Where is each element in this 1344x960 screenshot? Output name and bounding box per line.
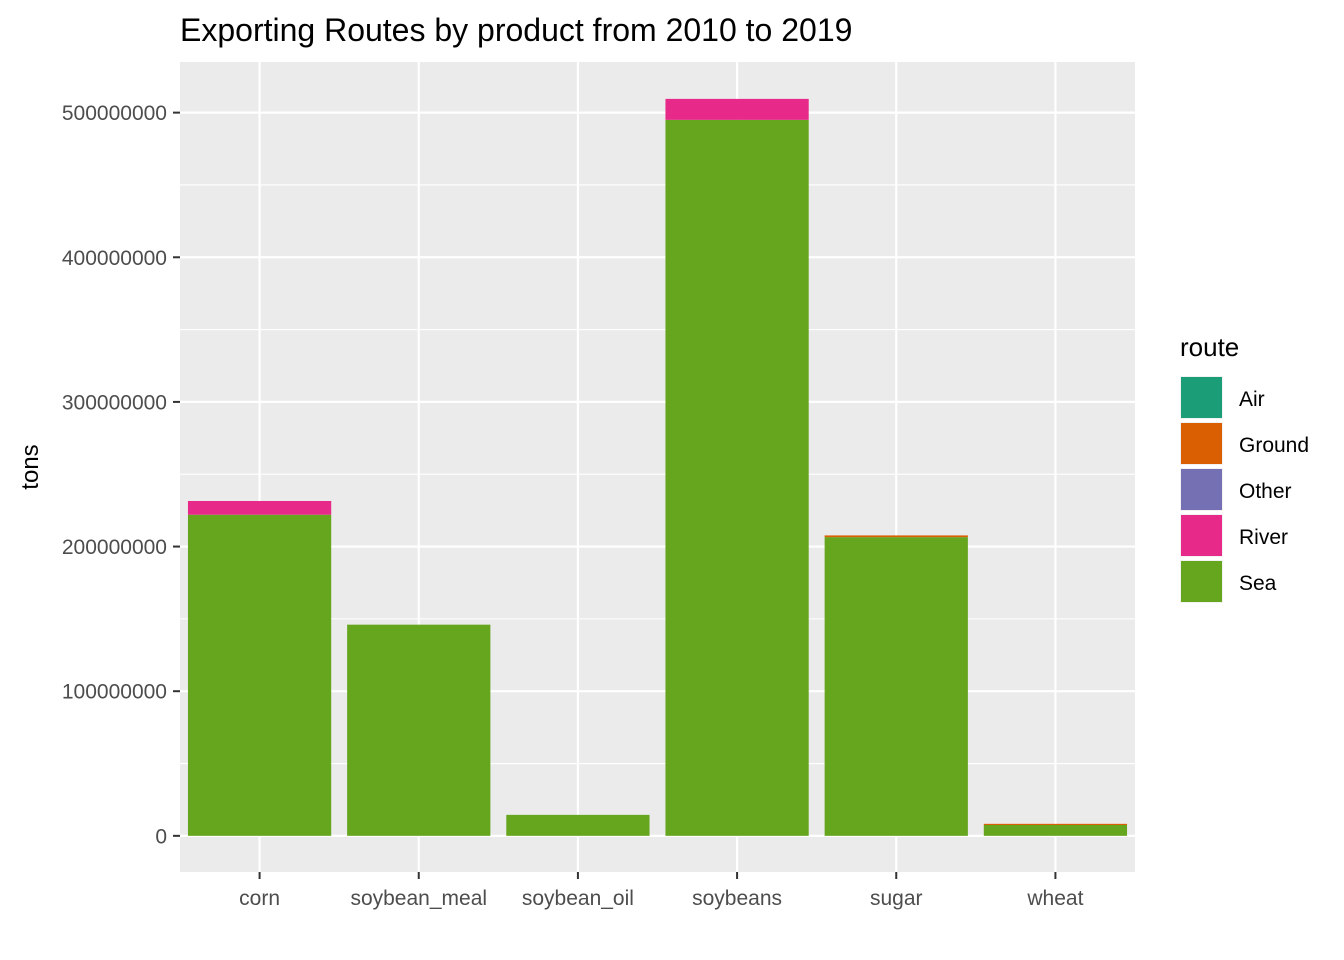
x-tick-label-corn: corn [239, 887, 280, 910]
legend-title: route [1180, 332, 1239, 362]
legend-label-river: River [1239, 526, 1288, 549]
plot-panel [180, 62, 1135, 872]
y-tick-label: 100000000 [62, 681, 167, 704]
legend-swatch-sea [1181, 561, 1222, 602]
legend: route Air Ground Other River Sea [1180, 332, 1309, 603]
x-tick-label-soybeans: soybeans [692, 887, 782, 910]
bar-soybean_meal-sea [347, 624, 491, 836]
y-tick-label: 400000000 [62, 247, 167, 270]
chart-title: Exporting Routes by product from 2010 to… [180, 12, 852, 48]
legend-label-ground: Ground [1239, 434, 1309, 457]
bar-sugar-sea [824, 537, 968, 836]
legend-swatch-other [1181, 469, 1222, 510]
bar-soybeans-sea [665, 119, 809, 836]
minor-gridlines [180, 184, 1135, 765]
y-tick-label: 300000000 [62, 391, 167, 414]
bar-corn-sea [187, 514, 332, 836]
bars [187, 98, 1128, 836]
legend-swatch-river [1181, 515, 1222, 556]
legend-swatch-air [1181, 377, 1222, 418]
legend-label-sea: Sea [1239, 572, 1277, 595]
x-tick-label-wheat: wheat [1026, 887, 1083, 910]
x-axis: corn soybean_meal soybean_oil soybeans sugar… [239, 872, 1084, 910]
bar-sugar-ground [824, 535, 968, 538]
legend-label-other: Other [1239, 480, 1292, 503]
legend-swatch-ground [1181, 423, 1222, 464]
y-tick-label: 500000000 [62, 102, 167, 125]
bar-soybean_oil-sea [506, 814, 650, 836]
bar-wheat-ground [983, 823, 1128, 825]
bar-corn-river [187, 500, 332, 515]
y-axis: 0 100000000 200000000 300000000 400000000 500… [62, 102, 180, 848]
bar-soybeans-river [665, 98, 809, 120]
y-tick-label: 0 [155, 825, 167, 848]
bar-wheat-sea [983, 824, 1128, 836]
x-tick-label-soybean_meal: soybean_meal [350, 887, 487, 910]
y-tick-label: 200000000 [62, 536, 167, 559]
legend-label-air: Air [1239, 388, 1265, 411]
x-tick-label-soybean_oil: soybean_oil [522, 887, 634, 910]
y-axis-title: tons [17, 444, 44, 489]
x-tick-label-sugar: sugar [870, 887, 923, 910]
